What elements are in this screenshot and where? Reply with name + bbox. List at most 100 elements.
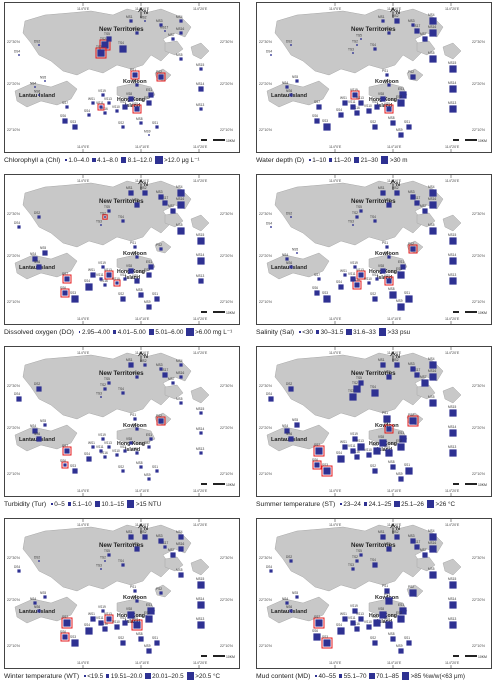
latitude-label: 22°20'N — [7, 254, 20, 258]
station-marker — [129, 19, 133, 23]
station-label: MS7 — [420, 32, 427, 36]
legend-symbol — [309, 159, 311, 161]
station-marker — [397, 99, 405, 107]
latitude-label: 22°10'N — [259, 128, 272, 132]
station-marker — [85, 283, 93, 291]
place-label: Kowloon — [375, 79, 399, 85]
station-label: NS5 — [40, 419, 46, 423]
station-label: SS7 — [314, 100, 320, 104]
station-marker — [352, 436, 358, 442]
map-frame: 114°0'E 114°10'E 114°20'E 114°0'E 114°10'E 11… — [4, 2, 240, 153]
station-marker — [356, 44, 358, 46]
station-marker — [315, 619, 323, 627]
scale-bar — [207, 483, 213, 485]
station-marker — [86, 456, 92, 462]
station-marker — [449, 621, 457, 629]
station-marker — [64, 448, 70, 454]
station-label: DS4 — [266, 392, 272, 396]
station-label: MS5 — [176, 53, 183, 57]
station-marker — [85, 627, 93, 635]
station-label: VS3 — [372, 273, 378, 277]
place-label: Lantau Island — [19, 93, 56, 99]
station-label: MS8 — [388, 460, 395, 464]
station-marker — [429, 29, 437, 37]
station-marker — [352, 608, 358, 614]
station-marker — [406, 640, 412, 646]
station-label: MS1 — [126, 186, 133, 190]
station-label: MS16 — [428, 369, 437, 373]
longitude-label: 114°0'E — [77, 489, 90, 493]
station-label: SS4 — [84, 109, 90, 113]
station-label: MS15 — [196, 233, 205, 237]
station-marker — [134, 546, 140, 552]
station-label: MS14 — [448, 81, 457, 85]
station-marker — [350, 104, 356, 110]
latitude-label: 22°30'N — [7, 556, 20, 560]
station-marker — [373, 47, 377, 51]
station-label: TS4 — [370, 215, 376, 219]
station-label: MS17 — [160, 196, 169, 200]
longitude-label: 114°20'E — [193, 317, 208, 321]
station-marker — [36, 264, 42, 270]
station-label: SS3 — [322, 291, 328, 295]
panel-title: Chlorophyll a (Chl) — [4, 156, 61, 164]
station-label: SS7 — [62, 615, 68, 619]
station-highlight — [312, 460, 322, 470]
station-label: NS5 — [40, 246, 46, 250]
station-marker — [421, 379, 429, 387]
station-marker — [449, 429, 457, 437]
legend-item: >6.00 mg L⁻¹ — [186, 328, 232, 336]
station-label: VS8 — [378, 607, 384, 611]
longitude-label: 114°20'E — [193, 523, 208, 527]
station-label: SS2 — [370, 292, 376, 296]
station-marker — [154, 640, 160, 646]
north-arrow-icon — [390, 7, 396, 13]
station-label: DS2 — [286, 40, 292, 44]
station-label: VS8 — [126, 264, 132, 268]
longitude-label: 114°0'E — [329, 179, 342, 183]
station-highlight — [384, 104, 394, 114]
place-label: New Territories — [351, 370, 396, 377]
legend-symbol — [78, 331, 81, 333]
longitude-label: 114°0'E — [329, 661, 342, 665]
station-marker — [65, 105, 69, 109]
latitude-label: 22°30'N — [220, 212, 233, 216]
legend-symbol — [315, 330, 320, 334]
station-label: SS1 — [404, 636, 410, 640]
latitude-label: 22°10'N — [220, 300, 233, 304]
station-marker — [314, 462, 320, 468]
station-marker — [98, 620, 104, 626]
station-marker — [429, 227, 437, 235]
legend-symbol — [315, 675, 317, 677]
station-marker — [102, 626, 108, 632]
station-marker — [386, 546, 392, 552]
legend-label: 40–55 — [318, 672, 337, 680]
station-label: ES2 — [144, 441, 150, 445]
longitude-label: 114°10'E — [387, 351, 402, 355]
station-marker — [147, 445, 151, 449]
longitude-label: 114°20'E — [193, 489, 208, 493]
station-label: MS16 — [428, 197, 437, 201]
station-label: PS1 — [130, 413, 136, 417]
station-marker — [119, 45, 127, 53]
map-panel: 114°0'E 114°10'E 114°20'E 114°0'E 114°10'E 11… — [252, 0, 493, 168]
station-marker — [138, 636, 144, 642]
station-label: MS5 — [428, 51, 435, 55]
place-label: New Territories — [351, 542, 396, 549]
north-arrow-icon — [390, 179, 396, 185]
scale-label: 10KM — [226, 483, 235, 487]
hong-kong-map: 114°0'E 114°10'E 114°20'E 114°0'E 114°10'E 11… — [7, 175, 235, 324]
station-label: MS2 — [140, 186, 147, 190]
station-label: MS2 — [140, 530, 147, 534]
land-mass — [274, 8, 444, 76]
station-marker — [398, 132, 404, 138]
station-label: MS6 — [132, 542, 139, 546]
legend-symbol — [339, 674, 343, 678]
longitude-label: 114°10'E — [387, 489, 402, 493]
land-mass — [190, 42, 210, 60]
legend-item: 20.01–20.5 — [145, 673, 184, 680]
map-panel: 114°0'E 114°10'E 114°20'E 114°0'E 114°10'E 11… — [0, 344, 241, 512]
longitude-label: 114°10'E — [387, 523, 402, 527]
station-label: VS13 — [104, 612, 112, 616]
station-marker — [155, 125, 159, 129]
